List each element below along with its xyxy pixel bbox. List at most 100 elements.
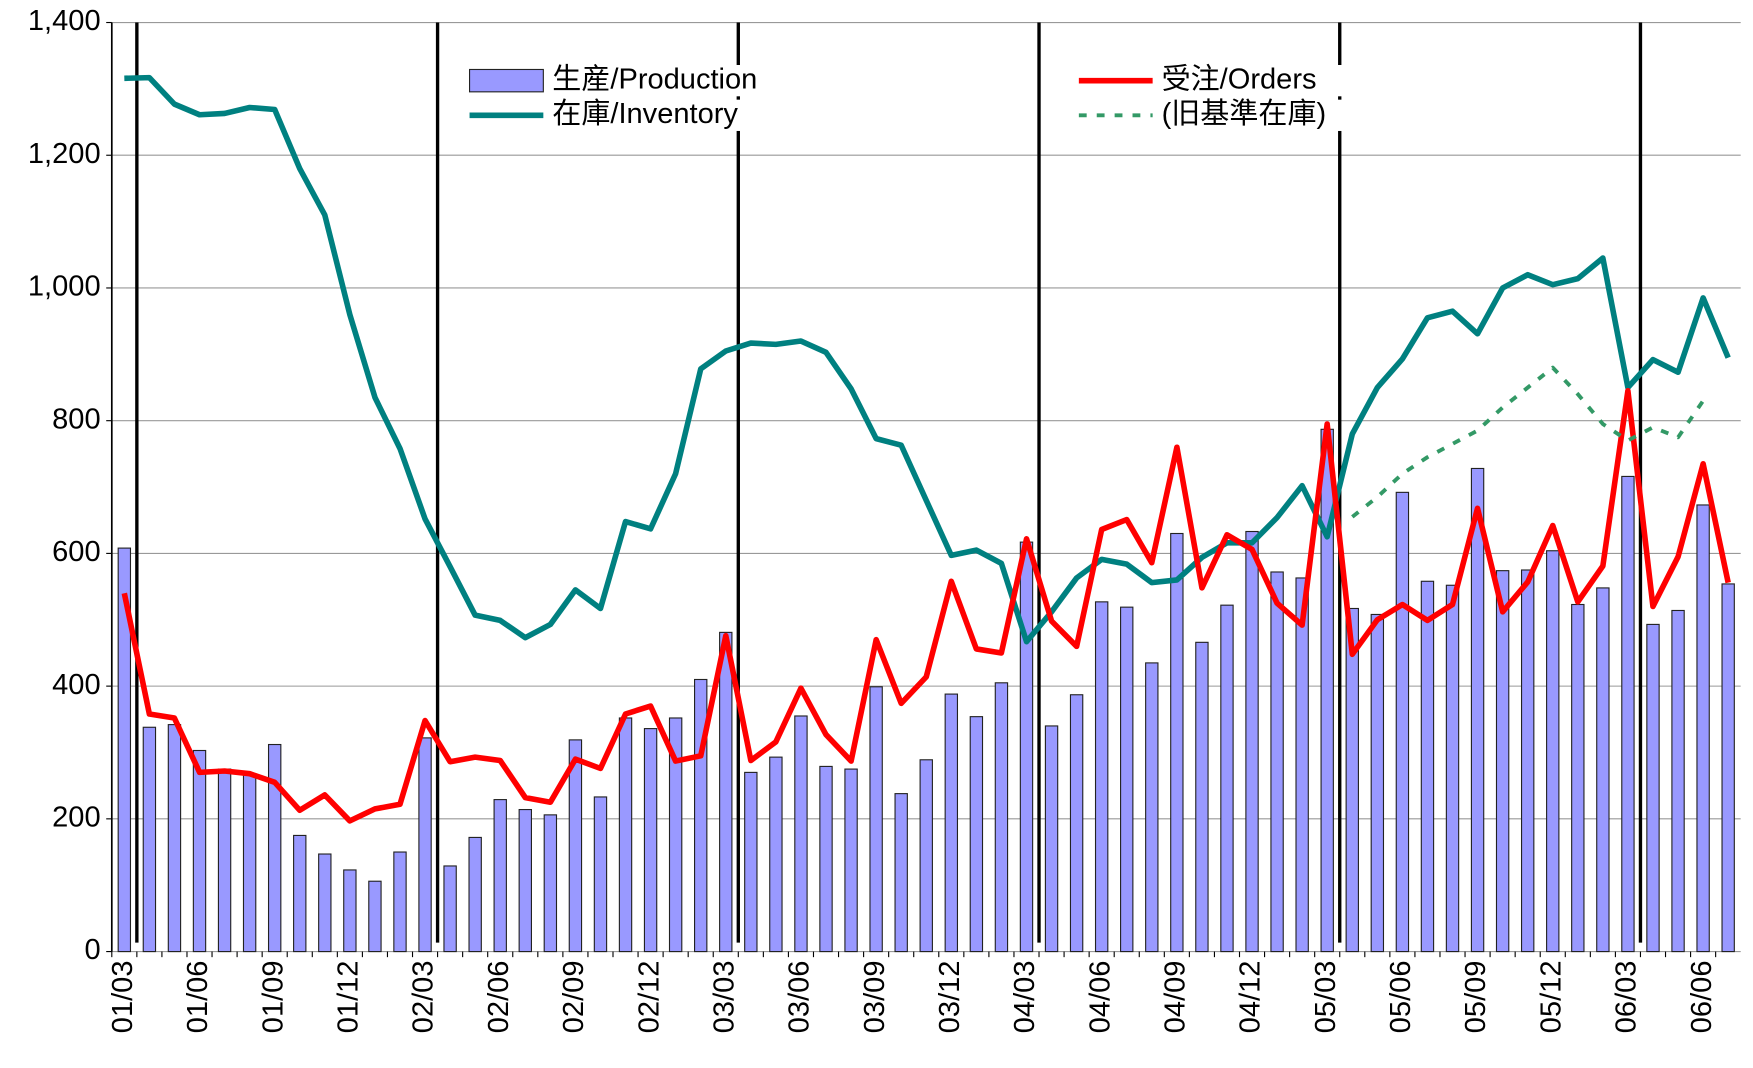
bar	[744, 771, 758, 953]
legend-label: (旧基準在庫)	[1162, 97, 1327, 130]
x-tick-label: 04/09	[1160, 961, 1192, 1034]
bar	[794, 715, 808, 953]
bar	[1596, 587, 1610, 953]
bar	[1019, 541, 1034, 953]
bar	[769, 756, 783, 953]
bar	[318, 853, 332, 953]
x-tick-label: 06/06	[1686, 961, 1718, 1034]
bar	[593, 796, 608, 953]
bar	[719, 631, 733, 953]
x-tick-label: 02/12	[633, 961, 665, 1034]
line-series	[121, 387, 1731, 824]
x-tick-label: 04/06	[1084, 961, 1116, 1034]
x-tick-label: 03/03	[708, 961, 740, 1034]
bar	[1295, 577, 1309, 953]
bar	[1120, 606, 1134, 953]
x-tick-label: 01/06	[182, 961, 214, 1034]
x-tick-label: 04/12	[1235, 961, 1267, 1034]
bar	[1721, 583, 1735, 953]
bar	[192, 749, 207, 953]
x-tick-label: 03/09	[859, 961, 891, 1034]
bar	[142, 726, 157, 953]
bar	[293, 834, 307, 953]
bar	[1420, 580, 1435, 953]
bar	[1470, 467, 1485, 953]
bar	[1170, 532, 1184, 953]
bar	[819, 765, 833, 953]
y-tick-label: 1,200	[28, 138, 101, 170]
x-tick-label: 05/06	[1385, 961, 1417, 1034]
x-tick-label: 01/09	[257, 961, 289, 1034]
bar	[418, 737, 432, 953]
bar	[1520, 569, 1535, 953]
bar	[1671, 609, 1685, 953]
bar	[1094, 601, 1109, 953]
bar	[1546, 550, 1560, 953]
bar	[869, 686, 883, 953]
bar	[1571, 603, 1585, 953]
bar	[1069, 694, 1084, 953]
bar	[217, 768, 232, 953]
bar	[443, 865, 457, 953]
y-tick-label: 400	[52, 669, 100, 701]
bar	[618, 717, 633, 953]
line-series	[124, 74, 1731, 645]
bar	[393, 851, 407, 953]
bar	[1345, 607, 1359, 953]
y-tick-label: 200	[52, 802, 100, 834]
legend-swatch	[468, 68, 544, 93]
bar	[643, 728, 658, 953]
x-tick-label: 02/09	[558, 961, 590, 1034]
bar	[668, 717, 683, 953]
x-tick-label: 03/12	[934, 961, 966, 1034]
bar	[1245, 530, 1259, 953]
bar	[944, 693, 959, 953]
bar	[1270, 571, 1284, 953]
bar	[242, 773, 257, 953]
y-tick-label: 800	[52, 403, 100, 435]
line-series	[1351, 365, 1705, 519]
bar	[1145, 662, 1159, 953]
bar	[468, 836, 482, 953]
bar	[1395, 491, 1410, 953]
bar	[568, 739, 583, 953]
bar	[694, 678, 708, 953]
bar	[267, 743, 282, 953]
bar	[1495, 570, 1510, 953]
bar	[1621, 475, 1635, 953]
x-tick-label: 05/03	[1310, 961, 1342, 1034]
bar	[1646, 623, 1660, 953]
bar	[1696, 504, 1710, 953]
bar	[493, 799, 507, 953]
bar	[1370, 613, 1385, 953]
y-tick-label: 0	[84, 934, 100, 966]
bar	[368, 880, 382, 953]
x-tick-label: 04/03	[1009, 961, 1041, 1034]
y-tick-label: 600	[52, 536, 100, 568]
bar	[1044, 725, 1059, 953]
bar	[543, 814, 558, 953]
bar	[894, 793, 908, 953]
x-tick-label: 02/03	[408, 961, 440, 1034]
legend-label: 受注/Orders	[1162, 62, 1317, 95]
bar	[969, 716, 984, 953]
bar	[919, 759, 933, 953]
x-tick-label: 05/12	[1535, 961, 1567, 1034]
x-tick-label: 01/12	[333, 961, 365, 1034]
bar	[117, 547, 132, 953]
x-tick-label: 03/06	[784, 961, 816, 1034]
bar	[167, 724, 182, 953]
bar	[1195, 641, 1209, 953]
bar	[1445, 584, 1460, 953]
legend-label: 在庫/Inventory	[552, 97, 738, 130]
y-tick-label: 1,000	[28, 271, 101, 303]
y-tick-label: 1,400	[28, 5, 101, 37]
bar	[1220, 604, 1234, 953]
legend-background	[1074, 99, 1410, 131]
x-tick-label: 05/09	[1460, 961, 1492, 1034]
bar	[994, 682, 1009, 953]
x-tick-label: 02/06	[483, 961, 515, 1034]
bar	[844, 768, 858, 953]
x-tick-label: 06/03	[1611, 961, 1643, 1034]
